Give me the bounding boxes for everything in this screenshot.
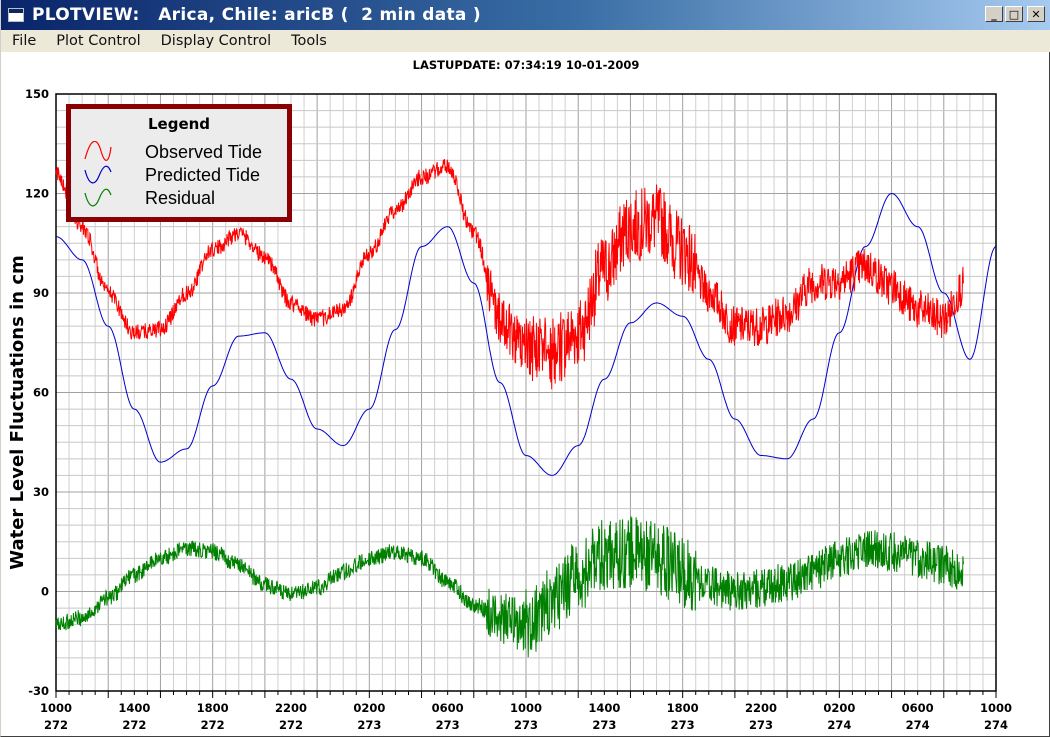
plot-area: LASTUPDATE: 07:34:19 10-01-2009 150 120 90…: [1, 52, 1050, 737]
x-tick-label-day: 273: [671, 718, 695, 732]
y-tick-label: 90: [33, 286, 49, 300]
legend-label-predicted: Predicted Tide: [145, 164, 261, 185]
last-update-text: LASTUPDATE: 07:34:19 10-01-2009: [412, 58, 640, 72]
x-tick-label-day: 272: [122, 718, 146, 732]
x-tick-label-time: 0600: [432, 701, 464, 715]
x-tick-label-day: 273: [592, 718, 616, 732]
legend-title: Legend: [147, 115, 211, 133]
x-tick-label-day: 274: [906, 718, 930, 732]
y-tick-label: 150: [25, 87, 49, 101]
x-tick-label-time: 1400: [588, 701, 620, 715]
x-tick-label-time: 1000: [40, 701, 72, 715]
x-tick-label-time: 1000: [510, 701, 542, 715]
residual-swatch-icon: [84, 188, 112, 207]
y-tick-label: 60: [33, 386, 49, 400]
y-tick-label: 30: [33, 485, 49, 499]
x-tick-label-time: 0600: [902, 701, 934, 715]
x-tick-label-day: 274: [984, 718, 1008, 732]
x-tick-label-day: 273: [749, 718, 773, 732]
x-tick-label-day: 274: [827, 718, 851, 732]
close-button[interactable]: ✕: [1027, 6, 1045, 22]
legend-label-observed: Observed Tide: [145, 141, 263, 162]
series-line-residual: [55, 516, 964, 658]
y-tick-label: -30: [28, 684, 49, 698]
app-window-icon[interactable]: [8, 8, 24, 22]
x-tick-label-day: 272: [279, 718, 303, 732]
y-tick-label: 120: [25, 187, 49, 201]
x-tick-label-day: 273: [436, 718, 460, 732]
menu-tools[interactable]: Tools: [291, 33, 327, 49]
x-tick-label-time: 2200: [745, 701, 777, 715]
x-tick-label-time: 1800: [667, 701, 699, 715]
menu-file[interactable]: File: [12, 33, 37, 49]
minimize-button[interactable]: _: [985, 6, 1003, 22]
series-line-predicted-tide: [55, 192, 997, 476]
title-bar[interactable]: PLOTVIEW: Arica, Chile: aricB ( 2 min da…: [1, 0, 1050, 30]
legend-box: Legend Observed Tide Predicted Tide Resi…: [66, 104, 292, 222]
maximize-button[interactable]: □: [1005, 6, 1023, 22]
menu-plot-control[interactable]: Plot Control: [56, 33, 141, 49]
legend-item-predicted: Predicted Tide: [83, 164, 260, 186]
observed-tide-swatch-icon: [84, 141, 112, 161]
legend-item-residual: Residual: [83, 187, 215, 209]
x-tick-label-time: 2200: [275, 701, 307, 715]
x-tick-label-day: 272: [201, 718, 225, 732]
x-tick-label-day: 273: [514, 718, 538, 732]
menu-bar: File Plot Control Display Control Tools: [1, 30, 1050, 52]
menu-display-control[interactable]: Display Control: [160, 33, 272, 49]
y-tick-label: 0: [41, 585, 49, 599]
x-tick-label-time: 0200: [353, 701, 385, 715]
y-axis-title: Water Level Fluctuations in cm: [7, 255, 28, 570]
x-tick-label-day: 272: [44, 718, 68, 732]
x-tick-label-time: 1800: [197, 701, 229, 715]
legend-item-observed: Observed Tide: [83, 141, 262, 163]
predicted-tide-swatch-icon: [84, 165, 112, 184]
x-tick-label-time: 1000: [980, 701, 1012, 715]
x-tick-label-day: 273: [357, 718, 381, 732]
x-tick-label-time: 1400: [118, 701, 150, 715]
window-title: PLOTVIEW: Arica, Chile: aricB ( 2 min da…: [32, 5, 481, 25]
x-tick-label-time: 0200: [823, 701, 855, 715]
series-line-observed-tide: [55, 159, 964, 390]
legend-label-residual: Residual: [145, 187, 216, 208]
